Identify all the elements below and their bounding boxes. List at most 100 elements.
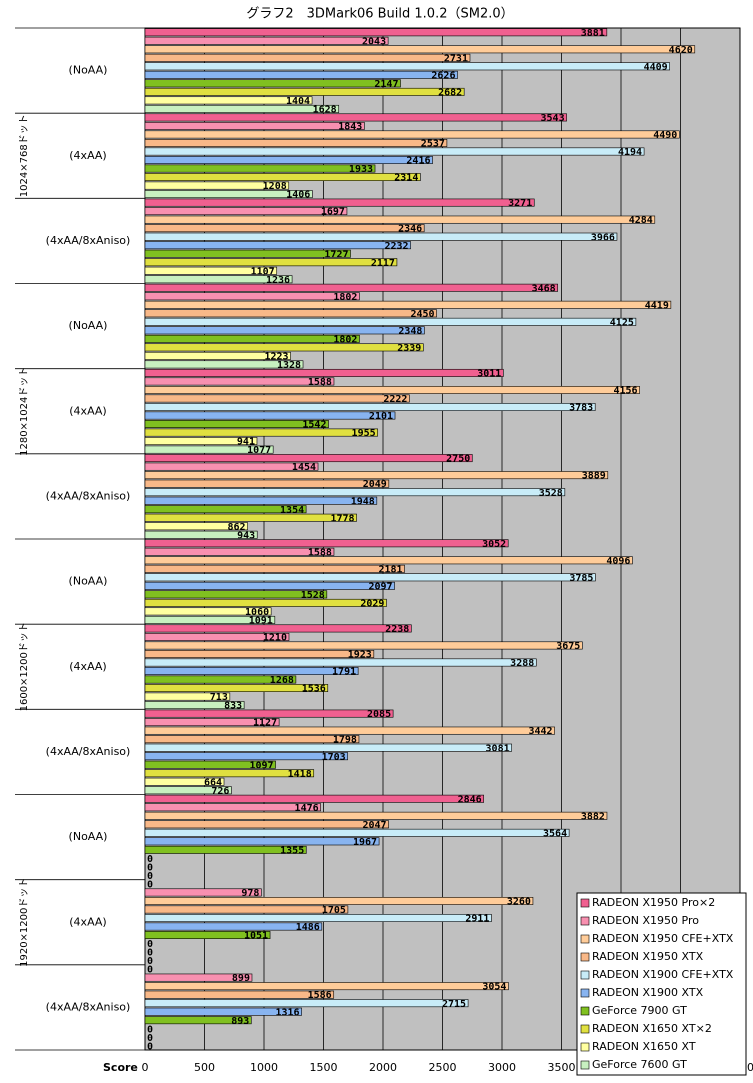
bar: [144, 300, 672, 309]
bar: [144, 581, 395, 590]
bar: [144, 360, 304, 369]
value-label: 2232: [385, 241, 409, 252]
bar: [144, 428, 378, 437]
value-label: 3785: [569, 573, 593, 584]
resolution-label: 1600×1200ドット: [19, 622, 30, 711]
legend-label: RADEON X1950 Pro: [592, 914, 699, 927]
bar: [144, 368, 504, 377]
value-label: 1354: [280, 505, 304, 516]
bar: [144, 564, 405, 573]
value-label: 2222: [383, 394, 407, 405]
value-label: 1210: [263, 633, 287, 644]
x-tick-label: 2500: [429, 1061, 457, 1074]
bar: [144, 275, 293, 284]
value-label: 1542: [302, 420, 326, 431]
bar: [144, 973, 253, 982]
value-label: 899: [232, 973, 250, 984]
bar: [144, 598, 387, 607]
bar: [144, 615, 276, 624]
value-label: 1208: [263, 181, 287, 192]
value-label: 2049: [363, 479, 387, 490]
legend-swatch: [580, 916, 590, 926]
chart-title: グラフ2 3DMark06 Build 1.0.2（SM2.0）: [246, 7, 513, 22]
legend-swatch: [580, 970, 590, 980]
value-label: 4156: [613, 386, 637, 397]
value-label: 1802: [333, 292, 357, 303]
bar: [144, 735, 360, 744]
value-label: 1476: [295, 803, 319, 814]
x-axis-label: Score: [103, 1061, 138, 1074]
bar: [144, 45, 696, 54]
bar: [144, 590, 328, 599]
bar: [144, 1007, 302, 1016]
bar: [144, 241, 411, 250]
bar: [144, 411, 396, 420]
bar: [144, 36, 389, 45]
value-label: 1268: [270, 675, 294, 686]
value-label: 3054: [482, 982, 506, 993]
bar: [144, 837, 380, 846]
bar: [144, 62, 670, 71]
bar: [144, 794, 484, 803]
value-label: 1802: [333, 334, 357, 345]
value-label: 1628: [313, 105, 337, 116]
value-label: 1705: [322, 905, 346, 916]
value-label: 0: [147, 965, 153, 976]
value-label: 2339: [397, 343, 421, 354]
bar: [144, 760, 276, 769]
bar: [144, 249, 351, 258]
value-label: 1697: [321, 207, 345, 218]
value-label: 1933: [349, 164, 373, 175]
value-label: 2846: [458, 794, 482, 805]
x-tick-label: 1500: [310, 1061, 338, 1074]
bar: [144, 709, 394, 718]
legend-swatch: [580, 1060, 590, 1070]
bar: [144, 905, 349, 914]
bar: [144, 224, 425, 233]
y-tick-label: (4xAA/8xAniso): [46, 745, 131, 758]
value-label: 1588: [308, 547, 332, 558]
y-tick-label: (4xAA/8xAniso): [46, 489, 131, 502]
bar: [144, 130, 680, 139]
value-label: 1107: [251, 266, 275, 277]
bar: [144, 607, 272, 616]
bar: [144, 888, 262, 897]
bar: [144, 292, 360, 301]
bar: [144, 811, 608, 820]
x-tick-label: 500: [194, 1061, 215, 1074]
bar: [144, 377, 335, 386]
bar: [144, 326, 425, 335]
bar: [144, 53, 471, 62]
value-label: 0: [147, 854, 153, 865]
legend-label: RADEON X1900 XTX: [592, 986, 704, 999]
bar: [144, 692, 231, 701]
value-label: 3260: [507, 897, 531, 908]
bar: [144, 317, 637, 326]
bar: [144, 641, 583, 650]
value-label: 2147: [374, 79, 398, 90]
value-label: 3271: [508, 198, 532, 209]
value-label: 1536: [302, 684, 326, 695]
value-label: 0: [147, 948, 153, 959]
bar: [144, 87, 465, 96]
x-tick-label: 3000: [488, 1061, 516, 1074]
bar: [144, 820, 389, 829]
y-tick-label: (4xAA): [69, 149, 106, 162]
value-label: 2085: [367, 709, 391, 720]
value-label: 0: [147, 862, 153, 873]
value-label: 4419: [645, 300, 669, 311]
resolution-label: 1920×1200ドット: [19, 878, 30, 967]
bar: [144, 207, 348, 216]
bar: [144, 156, 433, 164]
legend-swatch: [580, 952, 590, 962]
value-label: 1406: [286, 190, 310, 201]
value-label: 4284: [629, 215, 653, 226]
bar: [144, 121, 365, 130]
bar: [144, 658, 537, 667]
bar: [144, 769, 315, 778]
value-label: 3288: [510, 658, 534, 669]
bar: [144, 471, 609, 480]
value-label: 1097: [249, 760, 273, 771]
bar: [144, 488, 566, 497]
